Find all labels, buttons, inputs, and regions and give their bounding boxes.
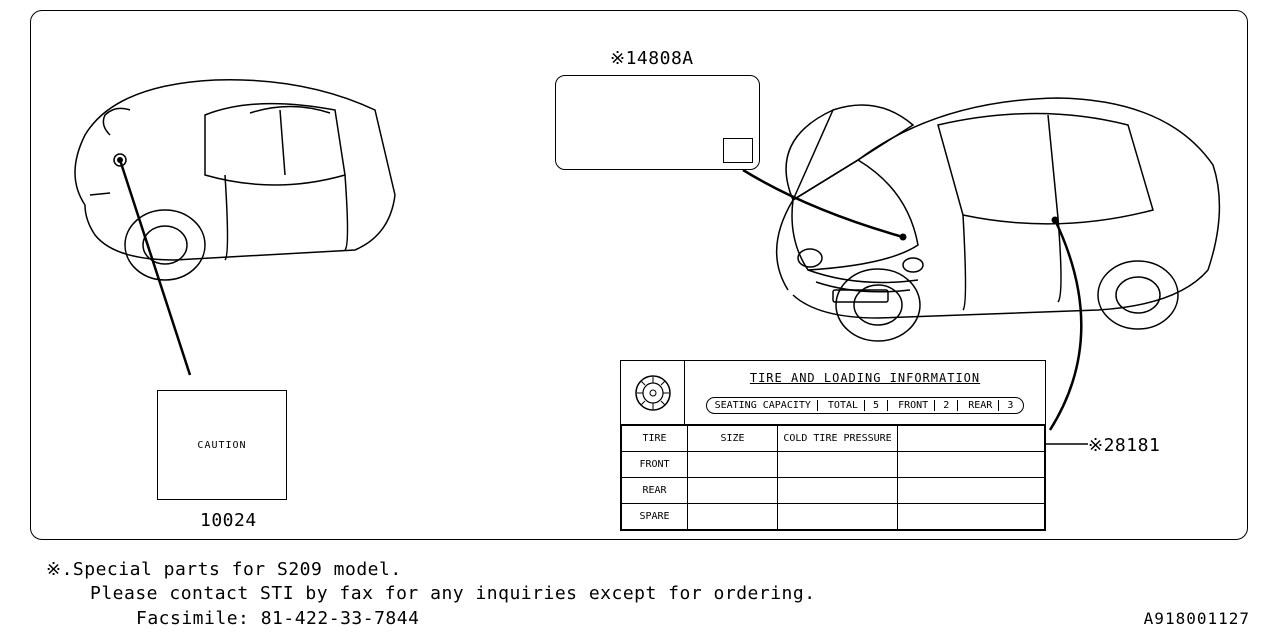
leader-caution [110, 150, 220, 380]
tire-info-table: TIRE SIZE COLD TIRE PRESSURE FRONT REAR … [621, 425, 1045, 530]
caution-text: CAUTION [197, 440, 246, 451]
document-id: A918001127 [1144, 609, 1250, 628]
footnote-text: ※.Special parts for S209 model. Please c… [46, 558, 816, 631]
tire-info-label: TIRE AND LOADING INFORMATION SEATING CAP… [620, 360, 1046, 531]
table-row: TIRE SIZE COLD TIRE PRESSURE [622, 426, 1045, 452]
car-rear-illustration [55, 55, 400, 285]
table-row: FRONT [622, 452, 1045, 478]
seating-capacity-pill: SEATING CAPACITY TOTAL 5 FRONT 2 REAR 3 [706, 397, 1025, 414]
callout-engine: 10024 [200, 510, 257, 531]
table-row: REAR [622, 478, 1045, 504]
emission-label-box [555, 75, 760, 170]
leader-tire-callout [1046, 442, 1088, 446]
caution-label-box: CAUTION [157, 390, 287, 500]
emission-label-corner [723, 138, 753, 163]
leader-emission [738, 165, 918, 255]
tire-icon [621, 361, 685, 424]
tire-info-title: TIRE AND LOADING INFORMATION [693, 371, 1037, 385]
callout-emission: ※14808A [610, 48, 694, 69]
tire-info-header: TIRE AND LOADING INFORMATION SEATING CAP… [621, 361, 1045, 425]
callout-tire: ※28181 [1088, 435, 1160, 456]
table-row: SPARE [622, 504, 1045, 530]
